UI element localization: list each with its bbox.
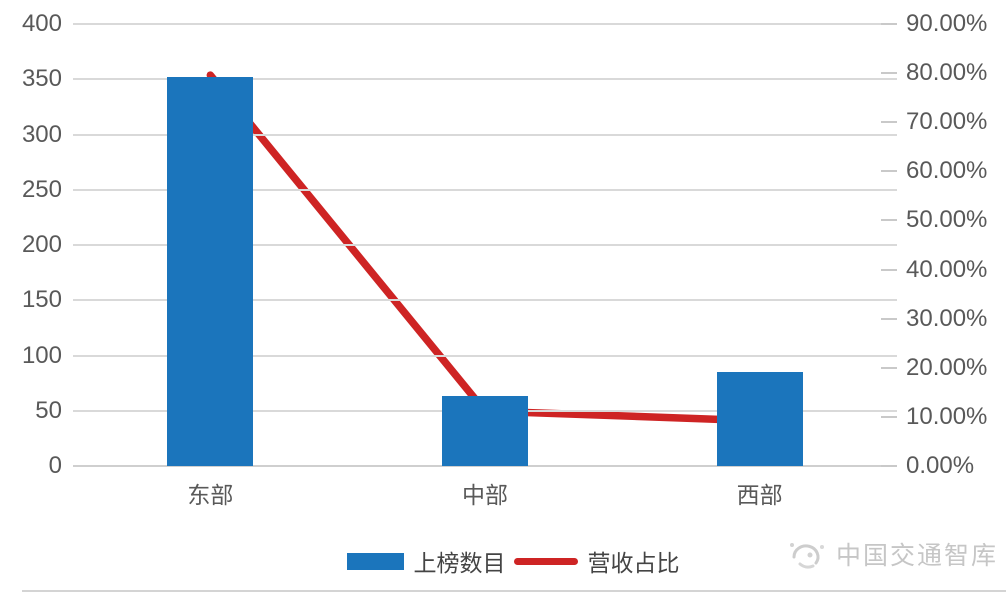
gridline bbox=[73, 299, 897, 302]
x-axis-category-label: 西部 bbox=[736, 482, 783, 508]
y-axis-tick-label-left: 300 bbox=[21, 120, 62, 148]
y-axis-tick-label-left: 100 bbox=[21, 341, 62, 369]
legend-label-line-series: 营收占比 bbox=[587, 550, 680, 576]
right-axis-tick bbox=[881, 415, 897, 418]
bottom-divider bbox=[22, 590, 1006, 592]
y-axis-tick-label-right: 70.00% bbox=[906, 108, 988, 136]
y-axis-tick-label-right: 60.00% bbox=[906, 157, 988, 185]
y-axis-tick-label-left: 0 bbox=[48, 452, 62, 479]
bar-series-swatch bbox=[346, 552, 404, 570]
revenue-share-line bbox=[206, 71, 764, 425]
x-axis-category-label: 中部 bbox=[462, 482, 508, 508]
y-axis-tick-label-right: 0.00% bbox=[906, 452, 975, 479]
y-axis-tick-label-left: 50 bbox=[35, 396, 62, 424]
right-axis-tick bbox=[881, 219, 897, 222]
y-axis-tick-label-left: 250 bbox=[21, 175, 62, 203]
gridline bbox=[73, 244, 897, 246]
y-axis-tick-label-right: 80.00% bbox=[906, 59, 988, 87]
legend-item-bar-series: 上榜数目 bbox=[346, 544, 506, 578]
y-axis-tick-label-right: 40.00% bbox=[906, 255, 988, 283]
y-axis-tick-label-right: 90.00% bbox=[906, 10, 988, 37]
gridline bbox=[73, 78, 897, 81]
line-series-swatch bbox=[513, 557, 578, 565]
legend: 上榜数目 营收占比 bbox=[20, 544, 1006, 578]
y-axis-tick-label-left: 200 bbox=[21, 231, 62, 258]
right-axis-tick bbox=[881, 23, 897, 25]
bar-中部 bbox=[442, 396, 528, 466]
bar-西部 bbox=[716, 372, 803, 466]
brand-logo-icon bbox=[789, 543, 824, 569]
y-axis-tick-label-right: 10.00% bbox=[906, 402, 988, 430]
right-axis-tick bbox=[881, 121, 897, 124]
watermark-text: 中国交通智库 bbox=[835, 542, 998, 570]
y-axis-tick-label-right: 50.00% bbox=[906, 206, 988, 234]
gridline bbox=[73, 23, 897, 25]
x-axis-category-label: 东部 bbox=[187, 482, 234, 508]
right-axis-tick bbox=[881, 366, 897, 369]
y-axis-tick-label-left: 400 bbox=[21, 10, 62, 37]
gridline bbox=[73, 354, 897, 357]
y-axis-tick-label-left: 350 bbox=[21, 65, 62, 93]
y-axis-tick-label-left: 150 bbox=[21, 286, 62, 314]
right-axis-tick bbox=[881, 317, 897, 320]
right-axis-tick bbox=[881, 465, 897, 467]
gridline bbox=[73, 133, 897, 136]
legend-label-bar-series: 上榜数目 bbox=[413, 550, 506, 576]
y-axis-tick-label-right: 20.00% bbox=[906, 353, 988, 381]
gridline bbox=[73, 465, 897, 467]
right-axis-tick bbox=[881, 268, 897, 271]
legend-item-line-series: 营收占比 bbox=[513, 544, 680, 578]
right-axis-tick bbox=[881, 72, 897, 75]
right-axis-tick bbox=[881, 170, 897, 173]
gridline bbox=[73, 188, 897, 191]
watermark: 中国交通智库 bbox=[786, 533, 998, 575]
y-axis-tick-label-right: 30.00% bbox=[906, 304, 988, 332]
bar-东部 bbox=[167, 77, 254, 466]
